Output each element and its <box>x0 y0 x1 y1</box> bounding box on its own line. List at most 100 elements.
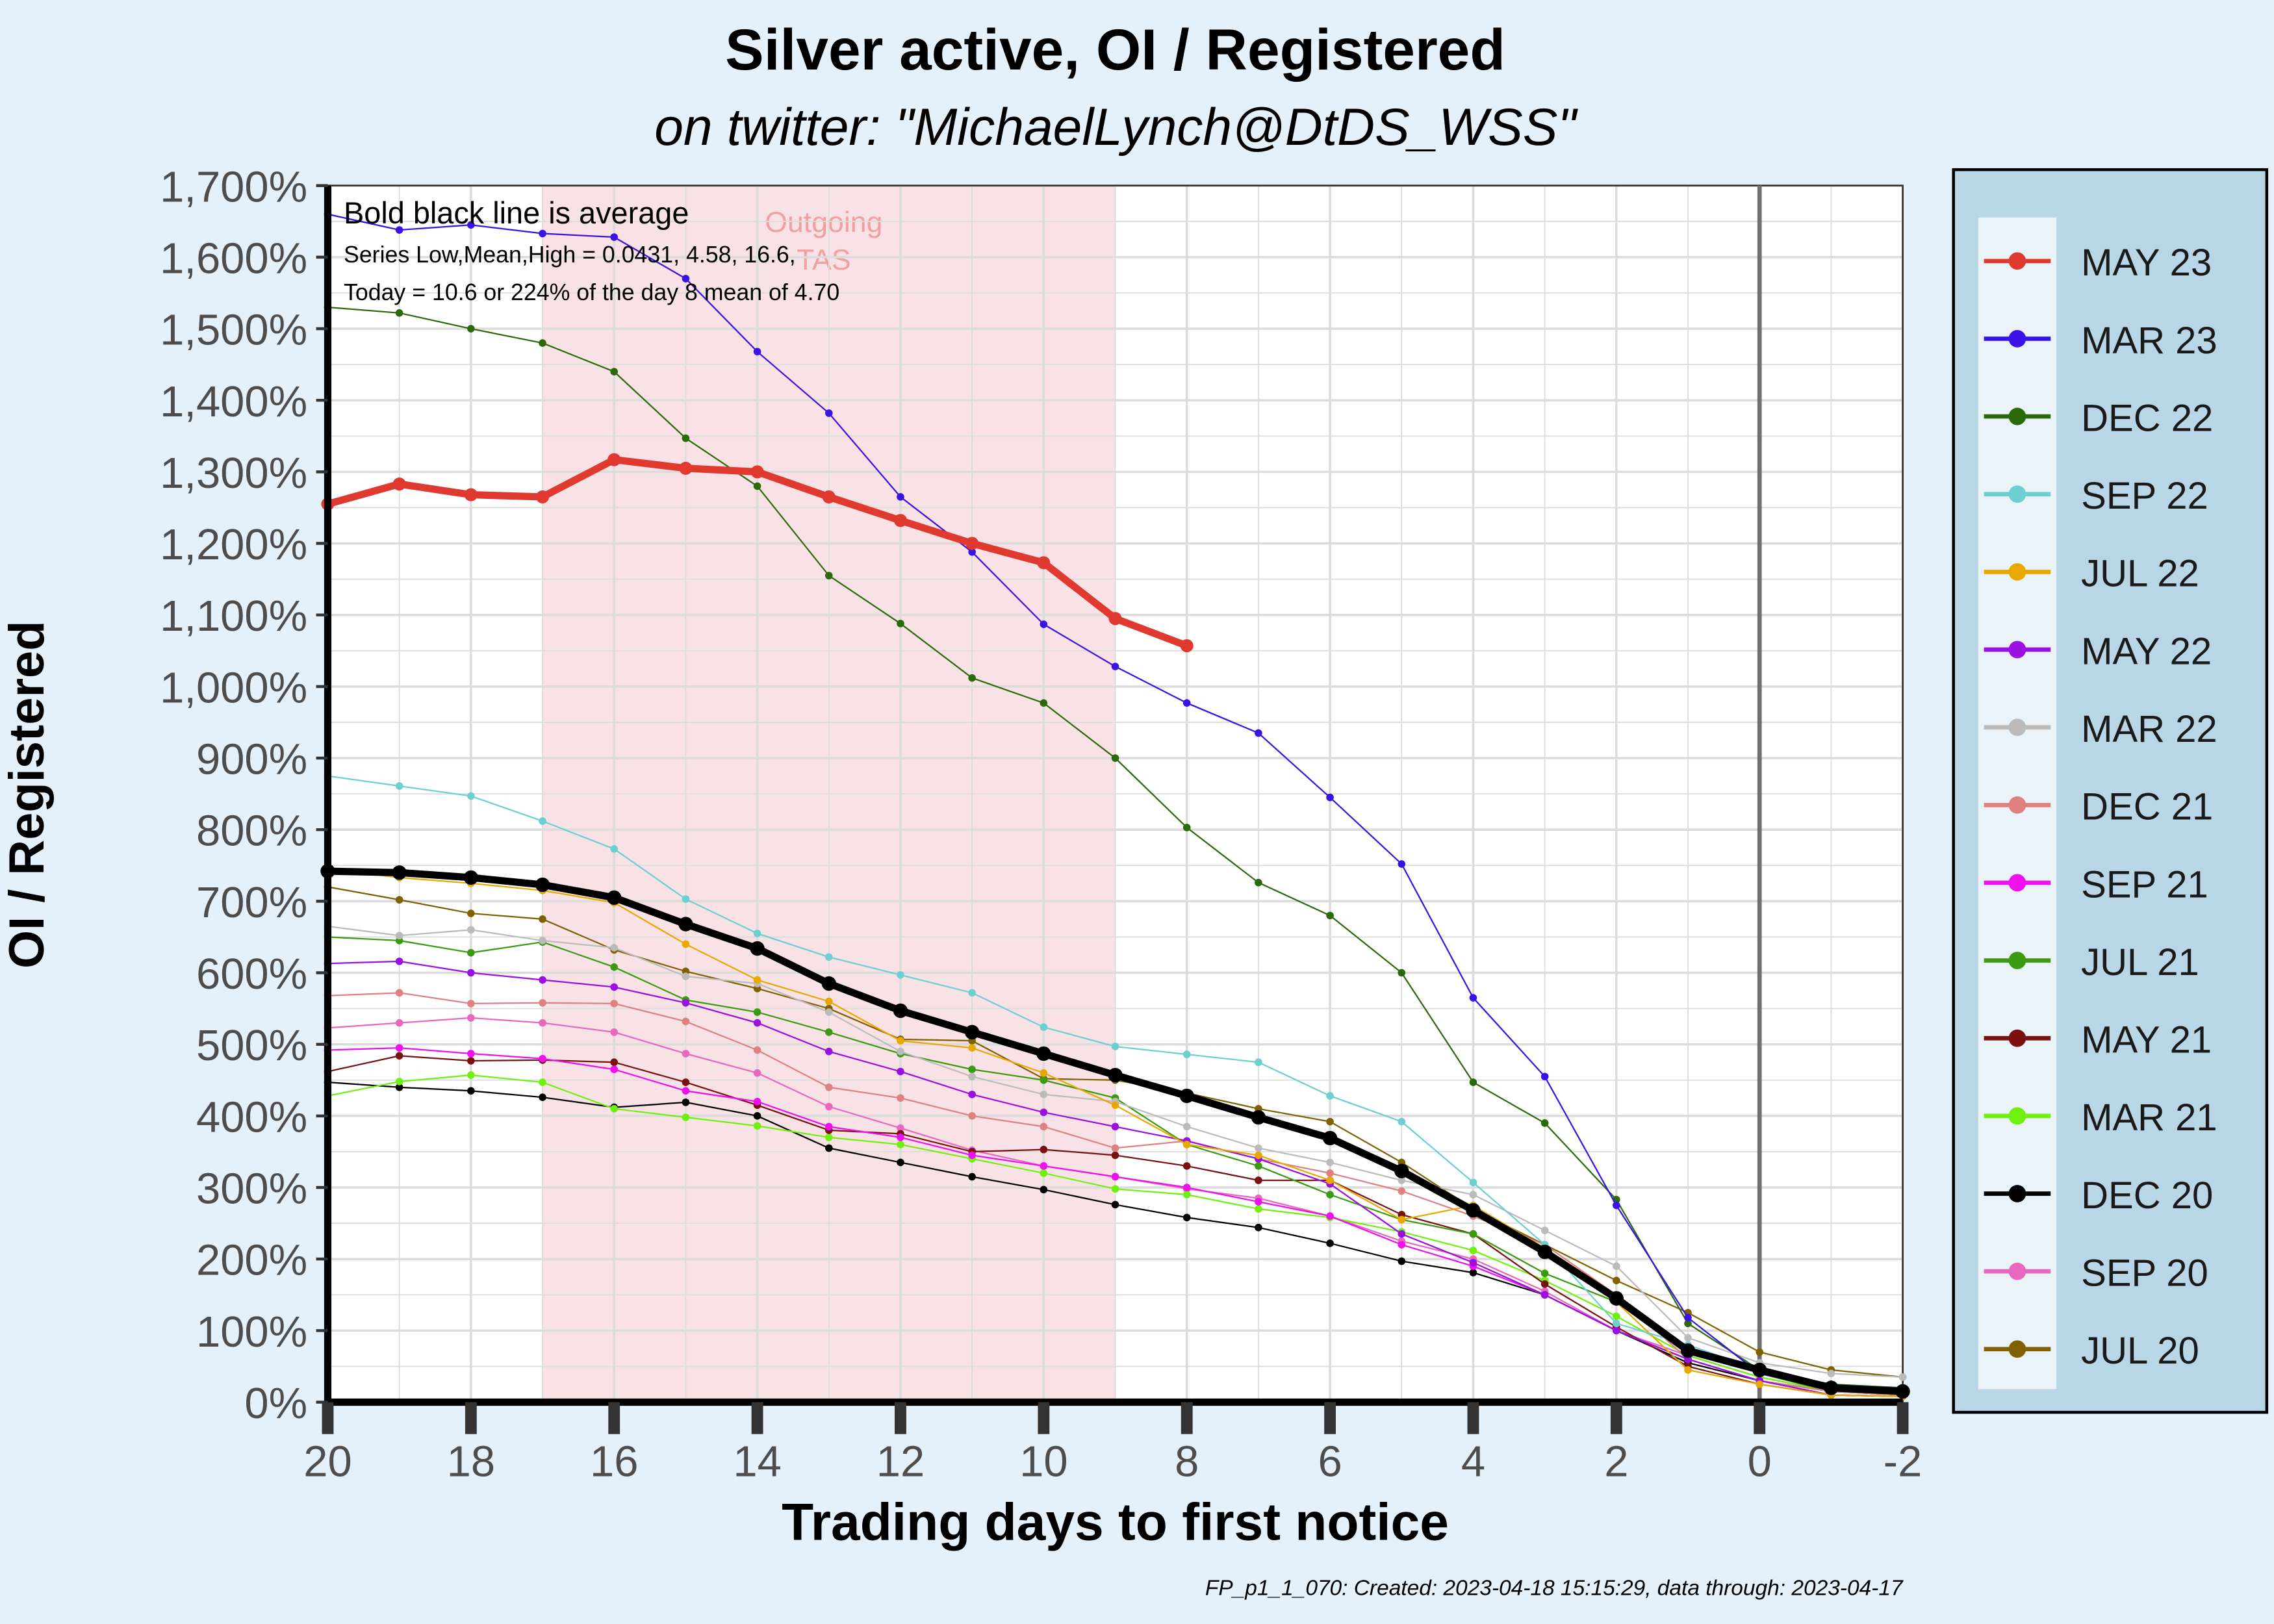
average-point <box>1537 1244 1552 1260</box>
series-mar-22-point <box>1684 1334 1692 1342</box>
average-point <box>607 890 622 905</box>
series-dec-20-point <box>968 1173 976 1181</box>
series-sep-21-point <box>610 1065 619 1074</box>
y-tick-label: 1,000% <box>160 663 307 712</box>
series-jul-22-point <box>1756 1380 1764 1388</box>
series-dec-22-point <box>1326 911 1334 920</box>
series-mar-23-point <box>395 226 403 234</box>
average-point <box>821 976 836 991</box>
series-sep-22-point <box>1040 1023 1048 1032</box>
legend-label: DEC 22 <box>2081 397 2213 439</box>
y-tick-label: 1,200% <box>160 520 307 569</box>
series-sep-20-point <box>753 1069 761 1077</box>
series-mar-23-point <box>1111 663 1119 670</box>
series-mar-23-point <box>1469 994 1477 1002</box>
legend-key-point <box>2008 563 2026 581</box>
series-sep-22-point <box>1469 1178 1477 1187</box>
series-jul-22-point <box>1040 1069 1048 1077</box>
average-point <box>1752 1362 1767 1378</box>
average-point <box>750 941 765 956</box>
series-may-21-point <box>1040 1145 1048 1154</box>
series-jul-22-point <box>1326 1176 1334 1184</box>
series-mar-21-point <box>1255 1205 1262 1213</box>
series-may-22-point <box>753 1019 761 1027</box>
series-sep-21-point <box>1111 1173 1119 1181</box>
series-dec-20-point <box>682 1098 690 1106</box>
series-dec-20-point <box>1398 1257 1406 1265</box>
series-dec-22-point <box>753 482 761 490</box>
series-dec-22-point <box>610 368 619 375</box>
series-mar-21-point <box>539 1078 546 1086</box>
series-may-23-point <box>1037 556 1051 570</box>
series-dec-22-point <box>467 325 475 333</box>
average-point <box>1036 1046 1051 1061</box>
series-mar-21-point <box>1040 1169 1048 1177</box>
series-dec-22-point <box>1040 699 1048 707</box>
x-tick-label: 16 <box>590 1437 638 1486</box>
series-sep-21-point <box>753 1097 761 1106</box>
series-mar-22-point <box>1040 1090 1048 1098</box>
series-jul-22-point <box>824 997 833 1006</box>
series-mar-22-point <box>467 926 475 934</box>
series-jul-20-point <box>1326 1117 1334 1126</box>
series-jul-20-point <box>395 896 403 904</box>
series-dec-22-point <box>824 572 833 579</box>
y-tick-label: 1,700% <box>160 162 307 211</box>
series-may-23-point <box>750 465 764 479</box>
y-tick-label: 1,400% <box>160 377 307 426</box>
series-may-22-point <box>610 983 619 991</box>
series-dec-21-point <box>467 1000 475 1008</box>
series-mar-21-point <box>1182 1191 1191 1199</box>
series-sep-22-point <box>1111 1043 1119 1050</box>
series-dec-22-point <box>1469 1078 1477 1086</box>
legend-key-point <box>2008 252 2026 270</box>
series-dec-21-point <box>1111 1144 1119 1152</box>
legend-key-point <box>2008 1107 2026 1125</box>
legend-label: JUL 21 <box>2081 941 2199 983</box>
series-sep-21-point <box>1040 1162 1048 1170</box>
average-point <box>1895 1384 1910 1399</box>
series-sep-22-point <box>753 930 761 937</box>
average-point <box>1609 1291 1624 1306</box>
series-sep-22-point <box>1326 1092 1334 1100</box>
legend-key-point <box>2008 796 2026 814</box>
series-dec-22-point <box>1398 969 1406 977</box>
series-sep-22-point <box>467 792 475 800</box>
series-mar-22-point <box>1469 1191 1477 1199</box>
legend-key-point <box>2008 485 2026 503</box>
annotation-average: Bold black line is average <box>344 196 689 230</box>
series-jul-21-point <box>467 948 475 957</box>
series-may-21-point <box>395 1052 403 1060</box>
series-sep-21-point <box>897 1134 904 1141</box>
series-dec-22-point <box>1111 754 1119 762</box>
series-mar-22-point <box>539 937 546 945</box>
series-jul-21-point <box>968 1065 976 1074</box>
series-sep-21-point <box>1182 1184 1191 1191</box>
series-sep-22-point <box>395 782 403 790</box>
series-sep-22-point <box>539 817 546 825</box>
average-point <box>1394 1163 1409 1178</box>
series-may-23-point <box>1108 612 1122 626</box>
series-dec-20-point <box>1182 1213 1191 1222</box>
series-sep-22-point <box>1182 1050 1191 1058</box>
series-mar-22-point <box>1255 1144 1262 1152</box>
series-mar-23-point <box>824 409 833 417</box>
series-may-22-point <box>467 969 475 977</box>
series-mar-21-point <box>467 1071 475 1079</box>
series-mar-22-point <box>1326 1158 1334 1167</box>
series-jul-21-point <box>1255 1162 1262 1170</box>
average-point <box>1179 1088 1194 1104</box>
series-dec-20-point <box>467 1087 475 1095</box>
series-dec-22-point <box>1255 878 1262 887</box>
series-mar-22-point <box>1398 1176 1406 1184</box>
y-tick-label: 900% <box>196 735 307 784</box>
average-point <box>535 877 550 893</box>
x-tick-label: 0 <box>1748 1437 1772 1486</box>
legend-label: MAR 21 <box>2081 1097 2217 1139</box>
series-sep-21-point <box>1326 1212 1334 1220</box>
series-sep-20-point <box>539 1019 546 1027</box>
series-may-23-point <box>822 490 836 503</box>
series-sep-22-point <box>1255 1058 1262 1067</box>
series-jul-21-point <box>1040 1076 1048 1084</box>
